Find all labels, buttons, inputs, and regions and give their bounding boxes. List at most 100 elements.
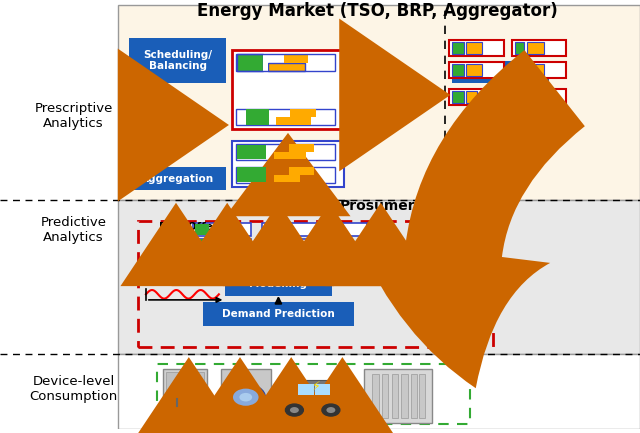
Bar xyxy=(449,40,504,56)
Bar xyxy=(237,145,266,159)
Bar xyxy=(159,130,194,144)
Bar xyxy=(0,1,118,430)
Bar xyxy=(527,42,545,54)
Bar xyxy=(264,239,278,251)
Bar xyxy=(512,61,566,78)
Text: Flex-Offers: Flex-Offers xyxy=(159,222,224,232)
Text: Aggregation: Aggregation xyxy=(141,174,214,184)
Bar xyxy=(232,50,344,129)
Bar xyxy=(118,354,640,430)
Circle shape xyxy=(285,404,303,416)
Bar xyxy=(401,374,408,418)
Text: ⚡: ⚡ xyxy=(312,379,321,392)
Text: Scheduling/
Balancing: Scheduling/ Balancing xyxy=(143,50,212,71)
Circle shape xyxy=(141,139,147,143)
Text: Predictive
Analytics: Predictive Analytics xyxy=(40,216,107,244)
Bar xyxy=(246,109,269,125)
Bar xyxy=(237,54,263,71)
Bar xyxy=(284,54,308,63)
FancyBboxPatch shape xyxy=(203,302,354,326)
Bar xyxy=(512,88,566,105)
Bar xyxy=(262,223,320,236)
FancyBboxPatch shape xyxy=(221,369,271,423)
Bar xyxy=(452,90,464,103)
Bar xyxy=(515,42,524,54)
Circle shape xyxy=(326,407,335,413)
FancyBboxPatch shape xyxy=(294,381,336,397)
Bar xyxy=(449,61,504,78)
Text: Disaggregation: Disaggregation xyxy=(456,67,546,77)
FancyBboxPatch shape xyxy=(315,384,330,395)
Bar xyxy=(515,90,524,103)
Bar xyxy=(264,223,278,235)
Bar xyxy=(411,374,417,418)
Circle shape xyxy=(233,389,259,406)
Bar xyxy=(290,109,316,117)
Bar xyxy=(382,374,388,418)
Bar xyxy=(332,223,367,236)
FancyBboxPatch shape xyxy=(298,384,314,395)
Text: Device-level
Consumption: Device-level Consumption xyxy=(29,375,118,404)
Text: Prescriptive
Analytics: Prescriptive Analytics xyxy=(35,103,113,130)
Bar xyxy=(467,90,477,103)
Bar xyxy=(274,152,306,159)
Bar xyxy=(237,168,266,182)
Bar xyxy=(268,63,305,71)
Bar xyxy=(193,223,251,236)
Bar xyxy=(274,174,300,182)
Bar xyxy=(157,364,470,424)
Circle shape xyxy=(322,404,340,416)
FancyBboxPatch shape xyxy=(166,372,204,394)
FancyBboxPatch shape xyxy=(163,369,207,422)
Bar xyxy=(276,117,311,125)
Bar xyxy=(160,133,172,142)
Bar xyxy=(527,90,542,103)
Bar xyxy=(512,40,566,56)
Bar xyxy=(467,64,482,76)
Bar xyxy=(392,374,398,418)
FancyBboxPatch shape xyxy=(281,386,349,415)
Circle shape xyxy=(290,407,299,413)
Bar xyxy=(449,88,504,105)
Bar xyxy=(372,374,379,418)
Bar xyxy=(169,146,180,153)
Bar xyxy=(515,64,524,76)
Bar xyxy=(195,223,209,235)
Bar xyxy=(168,144,184,154)
Circle shape xyxy=(130,139,135,143)
Text: Supply: Supply xyxy=(123,168,155,177)
Bar xyxy=(527,64,545,76)
Bar xyxy=(333,223,344,235)
Bar xyxy=(138,220,493,347)
Bar xyxy=(452,42,464,54)
Bar xyxy=(193,239,251,252)
Bar xyxy=(262,239,320,252)
FancyBboxPatch shape xyxy=(364,369,432,423)
Bar xyxy=(232,141,344,187)
Text: Prosumer: Prosumer xyxy=(340,199,415,213)
Bar xyxy=(236,167,335,183)
Bar xyxy=(195,239,209,251)
Bar xyxy=(289,167,314,174)
Bar xyxy=(467,42,482,54)
Bar xyxy=(452,64,464,76)
Circle shape xyxy=(239,393,252,401)
Bar xyxy=(419,374,425,418)
FancyBboxPatch shape xyxy=(225,260,332,297)
Bar xyxy=(289,144,314,152)
FancyBboxPatch shape xyxy=(452,61,549,84)
FancyBboxPatch shape xyxy=(129,38,226,84)
Bar xyxy=(118,200,640,354)
FancyBboxPatch shape xyxy=(129,168,226,190)
Bar xyxy=(236,109,335,125)
Bar xyxy=(236,54,335,71)
FancyBboxPatch shape xyxy=(166,395,204,419)
Text: Flexibility
Modelling: Flexibility Modelling xyxy=(249,268,308,289)
Circle shape xyxy=(227,385,265,410)
Text: Execute: Execute xyxy=(427,274,495,289)
Text: Demand Prediction: Demand Prediction xyxy=(222,309,335,319)
Bar xyxy=(118,5,640,200)
Ellipse shape xyxy=(122,163,156,170)
Bar xyxy=(263,54,268,71)
Text: Energy Market (TSO, BRP, Aggregator): Energy Market (TSO, BRP, Aggregator) xyxy=(197,3,558,20)
